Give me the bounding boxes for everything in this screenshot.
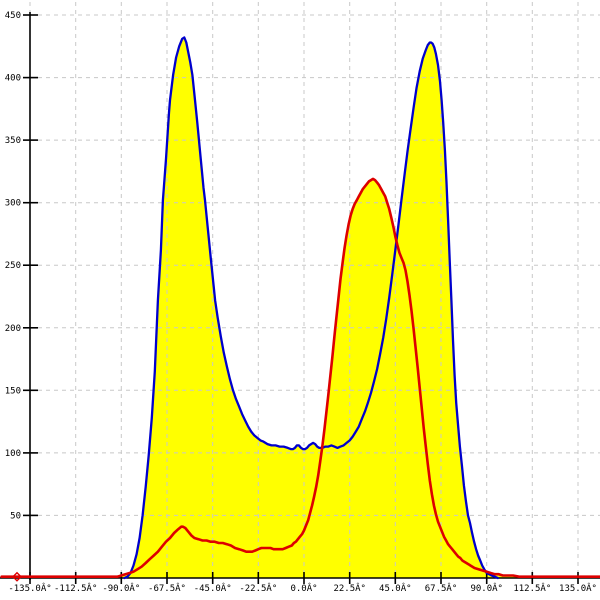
- x-tick-label: 90.0Â°: [470, 582, 503, 594]
- y-tick-label: 400: [5, 74, 21, 84]
- x-tick-label: 22.5Â°: [333, 582, 366, 594]
- y-tick-label: 300: [5, 199, 21, 209]
- x-tick-label: 135.0Â°: [559, 582, 597, 594]
- y-tick-label: 250: [5, 261, 21, 271]
- x-tick-label: 67.5Â°: [425, 582, 458, 594]
- x-tick-label: -90.0Â°: [102, 582, 140, 594]
- y-tick-label: 50: [10, 511, 21, 521]
- x-tick-label: -135.0Â°: [8, 582, 51, 594]
- x-tick-label: 0.0Â°: [290, 582, 317, 594]
- y-tick-label: 450: [5, 11, 21, 21]
- y-tick-label: 350: [5, 136, 21, 146]
- x-tick-label: 45.0Â°: [379, 582, 412, 594]
- x-tick-label: -22.5Â°: [239, 582, 277, 594]
- red-series-start-diamond-marker: [12, 571, 22, 582]
- y-tick-label: 150: [5, 386, 21, 396]
- red-distribution-line: [0, 177, 600, 578]
- x-tick-label: -67.5Â°: [148, 582, 186, 594]
- x-tick-label: 112.5Â°: [513, 582, 551, 594]
- x-tick-label: -112.5Â°: [54, 582, 97, 594]
- y-tick-label: 200: [5, 324, 21, 334]
- x-tick-label: -45.0Â°: [194, 582, 232, 594]
- axis-labels: 50 100 150 200 250 300 350 400 450 -135.0Â° -112.5…: [5, 11, 597, 594]
- blue-bimodal-distribution-line: [123, 36, 499, 580]
- series-fills: [1, 37, 600, 578]
- y-tick-label: 100: [5, 449, 21, 459]
